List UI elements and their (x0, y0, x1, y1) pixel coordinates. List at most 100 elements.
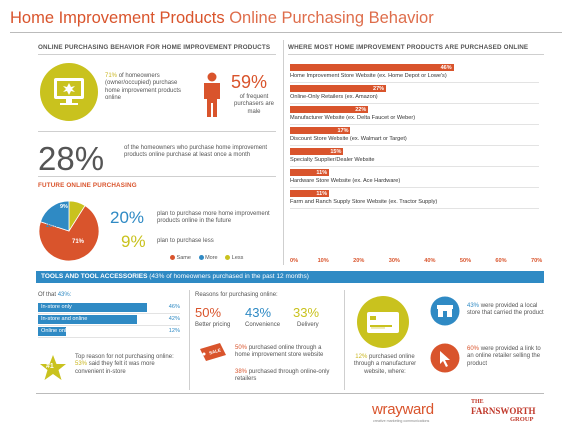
legend-less: Less (231, 255, 244, 261)
reasons-heading: Reasons for purchasing online: (195, 292, 278, 298)
link-pct: 60% (467, 346, 480, 352)
tools-heading-sub: (43% of homeowners purchased in the past… (149, 272, 309, 280)
tool-row-0: In-store only 46% (38, 303, 180, 314)
bar-value-0: 46% (440, 64, 452, 71)
stat2-pct: 59% (231, 72, 268, 92)
tool-row-1: In-store and online 42% (38, 315, 180, 326)
legend-more: More (205, 255, 218, 261)
bar-4 (290, 148, 344, 155)
future-less-pct: 9% (121, 232, 146, 251)
vertical-divider (283, 40, 284, 265)
stat3-pct: 28% (38, 140, 105, 177)
bar-gridline-0 (290, 82, 539, 83)
tool-row-rule-2 (38, 337, 180, 338)
cursor-click-icon (430, 343, 460, 373)
card-text-block: 12% purchased online through a manufactu… (345, 354, 425, 376)
purchase2-pct: 38% (235, 369, 248, 375)
of-that-label: Of that 43%: (38, 292, 71, 299)
reason-1-label: Better pricing (195, 322, 231, 328)
bar-value-3: 17% (337, 127, 349, 134)
wrayward-logo: wrayward (372, 401, 434, 418)
x-tick-5: 50% (459, 258, 472, 264)
divider-1 (38, 131, 276, 132)
bar-gridline-5 (290, 187, 539, 188)
purchase1-text: purchased online through a home improvem… (235, 345, 324, 359)
top-reason-pct: 53% (75, 361, 88, 368)
store-pct: 43% (467, 303, 480, 309)
bar-3 (290, 127, 351, 134)
bar-value-4: 15% (330, 148, 342, 155)
pie-label-more: 20% (46, 223, 59, 229)
x-tick-4: 40% (424, 258, 436, 264)
reason-2-pct: 43% (245, 305, 272, 320)
store-block: 43% were provided a local store that car… (467, 303, 544, 318)
bar-value-6: 11% (316, 190, 328, 197)
left-heading: ONLINE PURCHASING BEHAVIOR FOR HOME IMPR… (38, 44, 271, 51)
legend-more-swatch (198, 255, 204, 261)
x-tick-6: 60% (495, 258, 507, 264)
of-that-pct: 43%: (57, 292, 72, 298)
bar-2 (290, 106, 369, 113)
bar-label-3: Discount Store Website (ex. Walmart or T… (290, 136, 407, 142)
link-block: 60% were provided a link to an online re… (467, 346, 544, 368)
farnsworth-group: GROUP (510, 416, 534, 423)
card-icon-text: XXXXXXX (371, 326, 386, 330)
bar-gridline-4 (290, 166, 539, 167)
bar-gridline-6 (290, 208, 539, 209)
bar-6 (290, 190, 330, 197)
future-less-text: plan to purchase less (157, 238, 214, 244)
tool-row-value-0: 46% (168, 304, 180, 310)
tool-row-bar-0 (38, 303, 147, 312)
pie-label-same: 71% (72, 239, 85, 245)
tool-row-bar-2 (38, 327, 67, 336)
tools-band (36, 271, 544, 283)
bar-label-4: Specialty Supplier/Dealer Website (290, 157, 375, 163)
future-pie-chart (38, 200, 100, 262)
male-person-icon (204, 72, 220, 117)
future-more-text: plan to purchase more home improvement p… (157, 211, 270, 225)
reason-1-pct: 50% (195, 305, 222, 320)
tools-heading: TOOLS AND TOOL ACCESSORIES (41, 272, 148, 280)
top-reason-text-a: Top reason for not purchasing online: (75, 354, 174, 360)
bar-gridline-3 (290, 145, 539, 146)
x-tick-0: 0% (290, 258, 299, 264)
chart-title: WHERE MOST HOME IMPROVEMENT PRODUCTS ARE… (288, 44, 529, 51)
tool-row-rule-1 (38, 325, 180, 326)
tool-row-label-2: Online only (41, 328, 69, 334)
purchase2-block: 38% purchased through online-only retail… (235, 369, 338, 384)
divider-2 (38, 176, 276, 177)
legend-same: Same (176, 255, 191, 261)
bar-5 (290, 169, 330, 176)
future-more-pct: 20% (110, 208, 145, 227)
tool-row-rule-0 (38, 313, 180, 314)
purchase1-block: 50% purchased online through a home impr… (235, 345, 338, 360)
reason-3-label: Delivery (297, 322, 319, 328)
sale-tag-icon (200, 343, 226, 361)
tool-row-value-2: 12% (168, 328, 180, 334)
footer-rule (36, 393, 544, 394)
tools-heading-block: TOOLS AND TOOL ACCESSORIES (43% of homeo… (41, 273, 309, 280)
legend-less-swatch (225, 255, 231, 261)
wrayward-tagline: creative marketing communications (373, 419, 430, 423)
x-tick-1: 10% (317, 258, 329, 264)
bar-label-1: Online-Only Retailers (ex. Amazon) (290, 94, 378, 100)
x-tick-2: 20% (353, 258, 365, 264)
tool-row-label-0: In-store only (41, 304, 72, 310)
of-that-prefix: Of that (38, 292, 58, 298)
farnsworth-the: THE (471, 399, 484, 405)
bar-1 (290, 85, 387, 92)
credit-card-icon (357, 296, 409, 348)
card-pct: 12% (355, 354, 368, 360)
chart-title-rule (288, 54, 544, 55)
tool-row-2: Online only 12% (38, 327, 180, 338)
bar-value-5: 11% (316, 169, 328, 176)
bar-label-0: Home Improvement Store Website (ex. Home… (290, 73, 447, 79)
tool-row-label-1: In-store and online (41, 316, 88, 322)
bar-gridline-2 (290, 124, 539, 125)
purchase2-text: purchased through online-only retailers (235, 369, 330, 383)
stat1-pct: 71% (105, 73, 118, 79)
bar-value-1: 27% (373, 85, 385, 92)
tools-divider-2 (344, 290, 345, 390)
stat2-text: of frequent purchasers are male (233, 94, 275, 115)
link-text: were provided a link to an online retail… (467, 346, 541, 367)
